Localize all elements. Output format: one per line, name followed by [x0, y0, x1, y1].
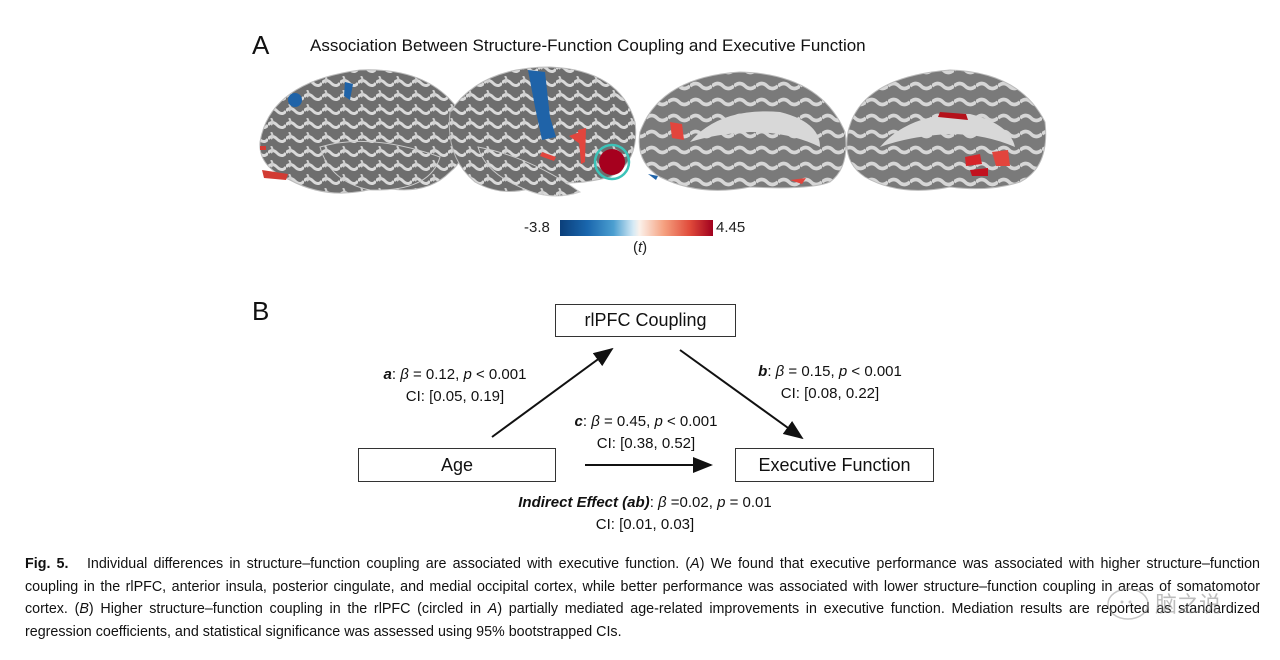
panel-a-letter: A: [252, 30, 270, 60]
node-executive-function: Executive Function: [735, 448, 934, 482]
svg-text:脑之说: 脑之说: [1155, 593, 1221, 618]
colorbar-axis-label: (t): [633, 239, 648, 256]
brain-right-lateral: [448, 66, 637, 197]
figure-label: Fig. 5.: [25, 556, 69, 572]
path-b-arrow: [679, 349, 804, 440]
panel-a-title: Association Between Structure-Function C…: [310, 36, 866, 55]
path-c-stats: c: β = 0.45, p < 0.001 CI: [0.38, 0.52]: [574, 413, 718, 452]
colorbar-min-label: -3.8: [524, 219, 550, 236]
brain-surface-views: [250, 62, 1050, 212]
node-age: Age: [358, 448, 556, 482]
brain-left-medial: [846, 69, 1047, 191]
watermark-logo: 脑之说: [1100, 580, 1270, 625]
colorbar: [560, 220, 713, 236]
node-rlpfc-coupling: rlPFC Coupling: [555, 304, 736, 337]
brain-right-medial: [638, 71, 847, 191]
figure-caption: Fig. 5. Individual differences in struct…: [25, 556, 1260, 640]
indirect-effect-stats: Indirect Effect (ab): β =0.02, p = 0.01 …: [518, 494, 772, 533]
brain-left-lateral: [259, 69, 467, 194]
path-a-stats: a: β = 0.12, p < 0.001 CI: [0.05, 0.19]: [383, 366, 527, 405]
colorbar-max-label: 4.45: [716, 219, 746, 236]
panel-b-letter: B: [252, 296, 270, 326]
path-a-arrow: [491, 347, 614, 438]
rlpfc-circle: [593, 143, 631, 181]
path-b-stats: b: β = 0.15, p < 0.001 CI: [0.08, 0.22]: [758, 363, 902, 402]
